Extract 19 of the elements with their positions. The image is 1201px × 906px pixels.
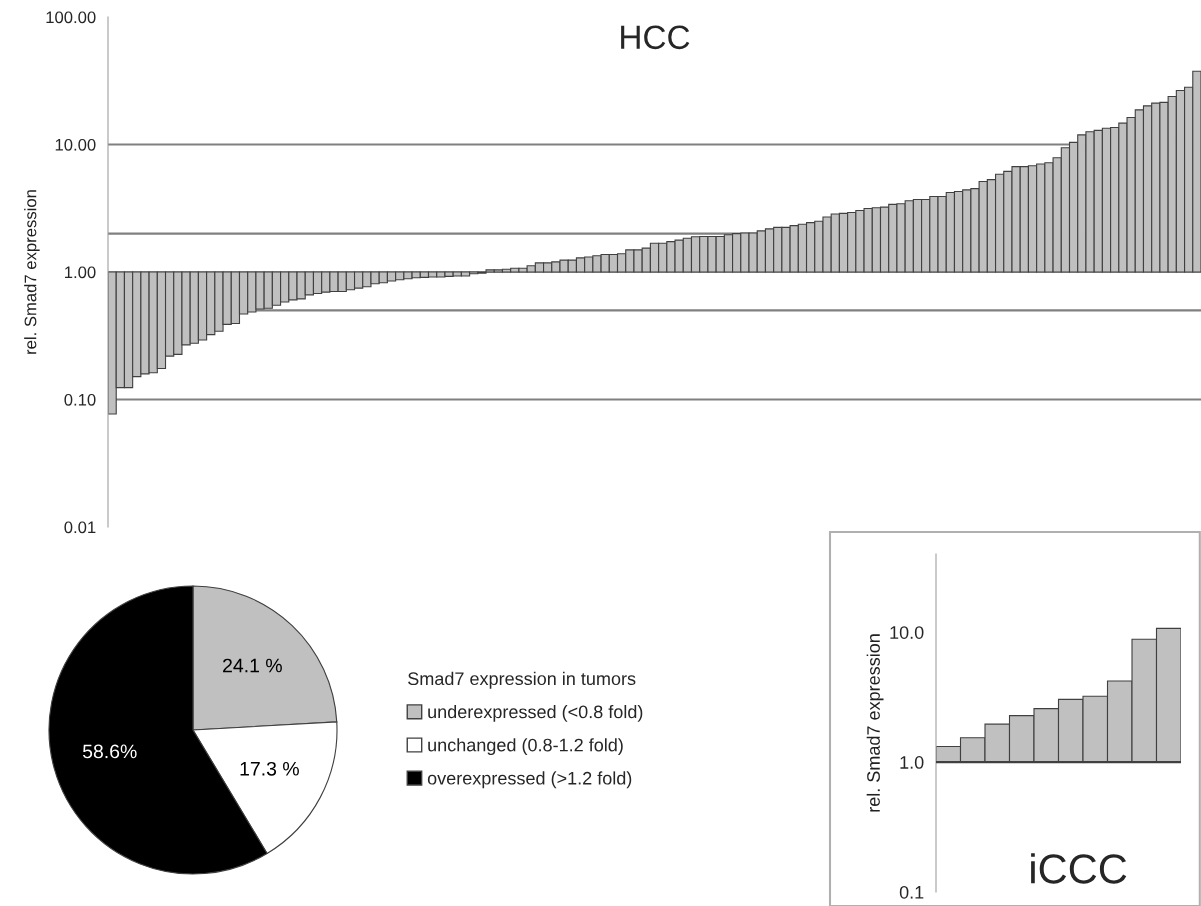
y-tick-label: 10.00 (55, 138, 96, 151)
y-tick-label: 100.00 (46, 11, 96, 24)
y-tick-label: 0.1 (899, 885, 924, 899)
y-axis-title: rel. Smad7 expression (24, 190, 40, 354)
data-label: 58.6% (82, 744, 137, 759)
data-label: 24.1 % (223, 658, 282, 673)
legend-title: Smad7 expression in tumors (408, 671, 636, 689)
legend-label: overexpressed (>1.2 fold) (427, 771, 632, 789)
y-tick-label: 0.01 (64, 521, 96, 534)
chart-title: HCC (621, 25, 690, 50)
y-tick-label: 0.10 (64, 393, 96, 406)
legend-label: underexpressed (<0.8 fold) (428, 705, 643, 722)
y-tick-label: 1.00 (65, 266, 96, 279)
legend-label: unchanged (0.8-1.2 fold) (428, 738, 623, 755)
y-tick-label: 1.0 (900, 756, 924, 769)
text: iCCC (1031, 853, 1127, 884)
y-tick-label: 10.0 (890, 626, 924, 639)
data-label: 17.3 % (240, 761, 299, 776)
y-axis-title: rel. Smad7 expression (866, 634, 884, 812)
